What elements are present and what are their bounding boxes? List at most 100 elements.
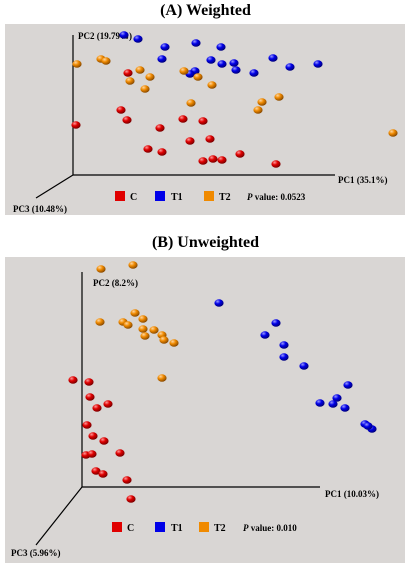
point-c-40: [157, 148, 167, 156]
legend-swatch-t1: [155, 522, 165, 532]
point-c-41: [122, 476, 132, 484]
point-c-30: [85, 393, 95, 401]
pc2-axis-label: PC2 (19.79%): [78, 31, 132, 41]
panel-b-plot: PC2 (8.2%) PC1 (10.03%) PC3 (5.96%) C T1…: [11, 261, 379, 558]
point-t2-23: [179, 67, 189, 75]
panel-a-weighted: PC2 (19.79%) PC1 (35.1%) PC3 (10.48%) C …: [5, 24, 405, 215]
point-t1-19: [299, 362, 309, 370]
point-t1-13: [313, 60, 323, 68]
point-t2-9: [140, 332, 150, 340]
point-t1-2: [160, 43, 170, 51]
panel-b-unweighted: PC2 (8.2%) PC1 (10.03%) PC3 (5.96%) C T1…: [5, 257, 405, 563]
pc3-axis-label: PC3 (5.96%): [11, 548, 61, 558]
point-c-35: [155, 124, 165, 132]
point-c-32: [103, 400, 113, 408]
legend-label-t1: T1: [171, 192, 183, 203]
point-t2-6: [138, 315, 148, 323]
legend-swatch-c: [112, 522, 122, 532]
point-t2-12: [159, 336, 169, 344]
panel-b-title: (B) Unweighted: [151, 234, 260, 251]
point-c-39: [143, 145, 153, 153]
point-c-33: [122, 116, 132, 124]
point-t2-11: [169, 339, 179, 347]
point-t1-10: [249, 69, 259, 77]
legend-swatch-t1: [155, 191, 165, 201]
point-c-36: [115, 449, 125, 457]
point-t2-25: [207, 81, 217, 89]
point-c-46: [271, 160, 281, 168]
point-c-45: [235, 150, 245, 158]
point-t1-9: [231, 66, 241, 74]
point-c-44: [217, 156, 227, 164]
point-t1-16: [260, 331, 270, 339]
point-c-39: [91, 467, 101, 475]
point-t1-24: [340, 404, 350, 412]
pc3-axis-label: PC3 (10.48%): [13, 204, 67, 214]
point-t1-7: [217, 60, 227, 68]
point-t2-21: [125, 77, 135, 85]
point-t1-6: [206, 56, 216, 64]
legend-label-c: C: [130, 192, 137, 203]
legend-label-t2: T2: [214, 523, 226, 534]
point-t2-13: [157, 374, 167, 382]
legend-swatch-c: [115, 191, 125, 201]
point-c-41: [185, 137, 195, 145]
point-t2-27: [257, 98, 267, 106]
point-t1-14: [214, 299, 224, 307]
point-c-35: [99, 437, 109, 445]
point-t2-26: [186, 99, 196, 107]
p-value-symbol: P: [247, 192, 253, 202]
point-c-43: [208, 155, 218, 163]
legend-label-c: C: [127, 523, 134, 534]
pc3-axis-line: [35, 486, 83, 546]
point-t1-0: [119, 31, 129, 39]
p-value-symbol: P: [243, 523, 249, 533]
point-c-42: [126, 495, 136, 503]
point-t1-12: [285, 63, 295, 71]
point-t1-15: [271, 319, 281, 327]
point-c-36: [178, 115, 188, 123]
pc3-axis-line: [35, 174, 74, 199]
legend-swatch-t2: [204, 191, 214, 201]
point-t2-20: [145, 73, 155, 81]
point-t1-27: [363, 422, 373, 430]
point-t2-16: [72, 60, 82, 68]
point-t2-5: [123, 321, 133, 329]
point-t2-2: [130, 309, 140, 317]
point-c-31: [92, 404, 102, 412]
point-c-37: [198, 117, 208, 125]
point-t1-22: [315, 399, 325, 407]
point-c-34: [88, 432, 98, 440]
point-t2-28: [274, 93, 284, 101]
point-t1-21: [332, 394, 342, 402]
point-t1-5: [157, 55, 167, 63]
point-t2-7: [138, 325, 148, 333]
point-t2-19: [135, 66, 145, 74]
point-c-32: [116, 106, 126, 114]
point-t2-22: [140, 85, 150, 93]
p-value-text: value: 0.010: [249, 523, 298, 533]
point-t2-8: [149, 326, 159, 334]
pc1-axis-label: PC1 (35.1%): [338, 175, 388, 185]
point-t2-24: [193, 73, 203, 81]
point-c-40: [98, 470, 108, 478]
legend: C T1 T2 P value: 0.0523: [115, 191, 306, 203]
legend-label-t1: T1: [171, 523, 183, 534]
point-t2-1: [128, 261, 138, 269]
legend: C T1 T2 P value: 0.010: [112, 522, 297, 534]
point-t2-30: [388, 129, 398, 137]
point-t1-3: [191, 39, 201, 47]
p-value: P value: 0.0523: [247, 192, 306, 202]
point-c-29: [84, 378, 94, 386]
point-c-34: [71, 121, 81, 129]
p-value-text: value: 0.0523: [253, 192, 306, 202]
panel-a-title: (A) Weighted: [160, 2, 251, 19]
panel-a-plot: PC2 (19.79%) PC1 (35.1%) PC3 (10.48%) C …: [13, 31, 398, 214]
data-points: [71, 31, 398, 168]
point-c-38: [87, 450, 97, 458]
legend-label-t2: T2: [219, 192, 231, 203]
point-t1-18: [279, 353, 289, 361]
point-t2-29: [253, 106, 263, 114]
pc2-axis-label: PC2 (8.2%): [93, 278, 138, 288]
point-t1-20: [343, 381, 353, 389]
